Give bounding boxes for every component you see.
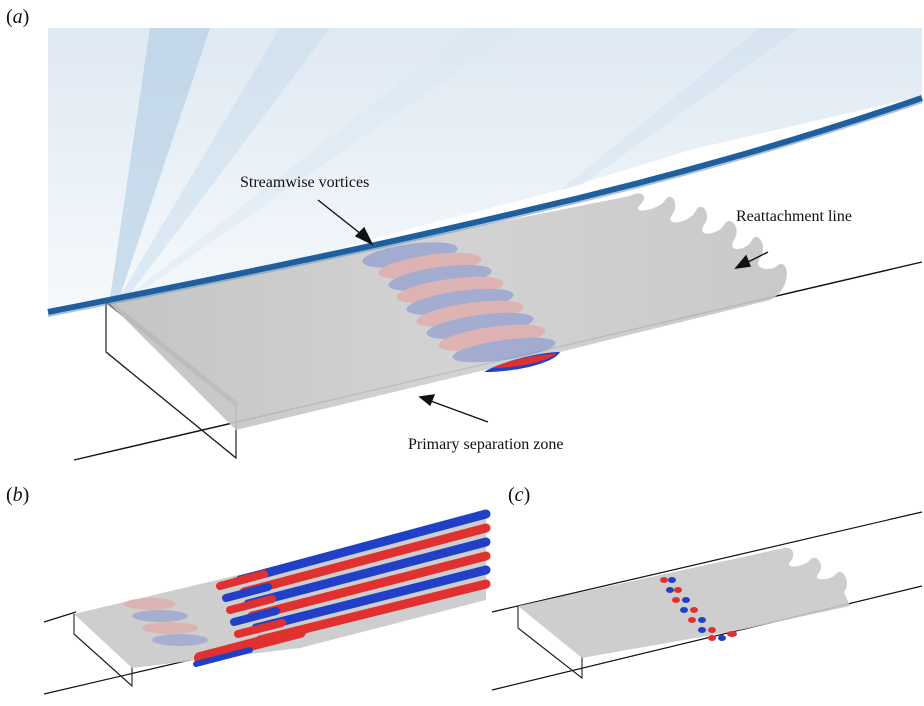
panel-a (47, 28, 923, 461)
vortex-dots-c (660, 577, 737, 641)
flow-field-background (48, 28, 922, 310)
label-reattachment-line: Reattachment line (736, 208, 852, 225)
faint-vortices-b (124, 598, 208, 646)
panel-label-b: (b) (6, 484, 30, 506)
shock-fan-4 (560, 28, 800, 190)
label-primary-separation-zone: Primary separation zone (408, 436, 564, 453)
panel-b (43, 509, 491, 695)
streamwise-streaks-b (193, 509, 491, 667)
panel-c (491, 511, 923, 691)
shock-fan-2 (120, 28, 330, 296)
streamwise-vortices-a (362, 242, 556, 363)
panel-label-c: (c) (508, 484, 531, 506)
corner-vortex-red (492, 354, 556, 368)
separation-surface-c (518, 547, 850, 658)
annotation-arrows-a (317, 199, 769, 423)
shock-line (47, 95, 923, 315)
shock-fan-1 (110, 28, 210, 298)
panel-label-a: (a) (6, 6, 30, 28)
shock-fan-3 (130, 28, 520, 294)
label-streamwise-vortices: Streamwise vortices (240, 174, 370, 191)
